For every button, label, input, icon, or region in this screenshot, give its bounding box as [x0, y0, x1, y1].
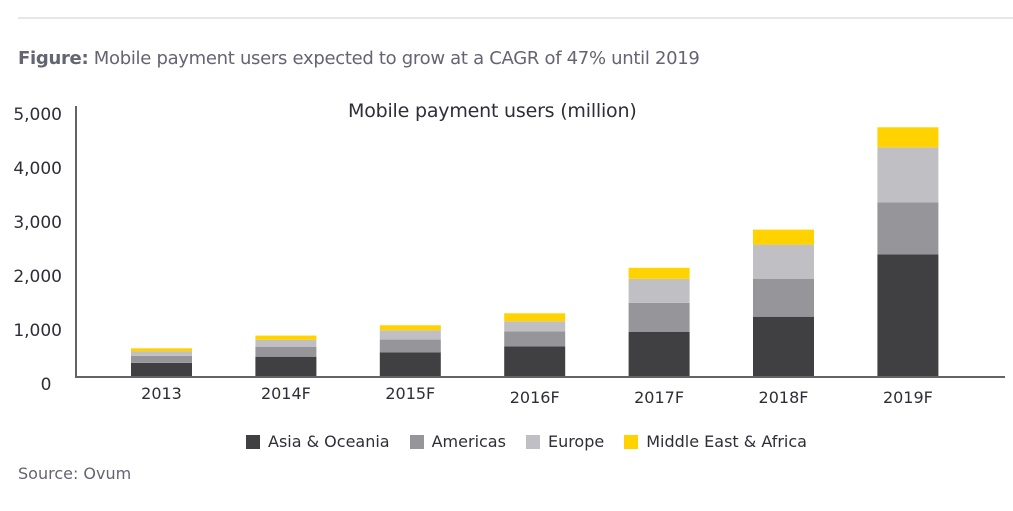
bar-segment-2018F-asia-oceania [753, 316, 814, 377]
x-tick-label: 2013 [141, 384, 182, 403]
bar-segment-2013-middle-east-africa [131, 348, 192, 352]
legend-label: Americas [431, 432, 506, 451]
x-tick-label: 2019F [883, 388, 933, 407]
bar-segment-2015F-americas [379, 339, 441, 353]
bar-segment-2019F-middle-east-africa [877, 127, 939, 148]
bar-segment-2017F-europe [628, 278, 690, 303]
legend-item: Americas [409, 432, 506, 451]
bar-segment-2016F-americas [504, 331, 566, 347]
legend-swatch [525, 434, 540, 449]
x-tick-label: 2018F [759, 388, 809, 407]
bar-segment-2013-europe [131, 351, 192, 356]
bar-segment-2013-americas [131, 355, 192, 363]
figure-label: Figure: [18, 48, 89, 69]
chart-legend: Asia & Oceania Americas Europe Middle East … [246, 432, 827, 451]
bar-segment-2017F-americas [628, 302, 690, 332]
bar-segment-2014F-europe [255, 340, 317, 347]
legend-item: Europe [525, 432, 605, 451]
bar-segment-2018F-middle-east-africa [753, 229, 814, 245]
y-tick-label: 3,000 [13, 213, 62, 233]
bar-segment-2017F-asia-oceania [628, 331, 690, 377]
bar-segment-2017F-middle-east-africa [628, 267, 690, 279]
x-tick-label: 2014F [261, 384, 311, 403]
bar-segment-2019F-asia-oceania [877, 254, 939, 377]
bar-segment-2014F-asia-oceania [255, 356, 317, 377]
bar-segment-2019F-americas [877, 202, 939, 255]
top-divider [18, 17, 1013, 19]
y-tick-label: 5,000 [13, 105, 62, 125]
source-note: Source: Ovum [18, 464, 132, 483]
legend-swatch [409, 434, 424, 449]
legend-label: Middle East & Africa [646, 432, 807, 451]
bar-segment-2016F-asia-oceania [504, 346, 566, 377]
bar-segment-2018F-americas [753, 278, 814, 317]
legend-label: Europe [547, 432, 605, 451]
y-tick-label: 0 [41, 375, 52, 395]
legend-swatch [246, 434, 260, 449]
bar-segment-2014F-americas [255, 347, 317, 357]
chart-title: Mobile payment users (million) [348, 100, 637, 122]
x-tick-label: 2016F [510, 388, 560, 407]
legend-item: Asia & Oceania [246, 432, 390, 451]
figure-caption: Figure: Mobile payment users expected to… [18, 48, 700, 69]
x-tick-labels: 2013 2014F 2015F 2016F 2017F 2018F 2019F [141, 384, 933, 407]
bar-segment-2015F-middle-east-africa [379, 325, 441, 331]
y-tick-label: 2,000 [13, 267, 62, 287]
bar-segment-2019F-europe [877, 147, 939, 203]
y-tick-labels: 0 1,000 2,000 3,000 4,000 5,000 [13, 105, 62, 395]
legend-label: Asia & Oceania [268, 432, 390, 451]
x-tick-label: 2017F [634, 388, 684, 407]
bar-segment-2013-asia-oceania [131, 363, 192, 377]
bars-group [131, 127, 939, 377]
bar-segment-2018F-europe [753, 244, 814, 279]
x-tick-label: 2015F [385, 384, 435, 403]
bar-segment-2016F-middle-east-africa [504, 313, 566, 322]
stacked-bar-chart: 0 1,000 2,000 3,000 4,000 5,000 2013 2014F 2015… [13, 105, 1005, 407]
legend-item: Middle East & Africa [624, 432, 807, 451]
bar-segment-2016F-europe [504, 321, 566, 332]
y-tick-label: 4,000 [13, 159, 62, 179]
legend-swatch [624, 434, 639, 449]
bar-segment-2014F-middle-east-africa [255, 335, 317, 340]
y-tick-label: 1,000 [13, 321, 62, 341]
bar-segment-2015F-asia-oceania [379, 352, 441, 377]
figure-caption-text: Mobile payment users expected to grow at… [93, 48, 700, 69]
bar-segment-2015F-europe [379, 330, 441, 340]
